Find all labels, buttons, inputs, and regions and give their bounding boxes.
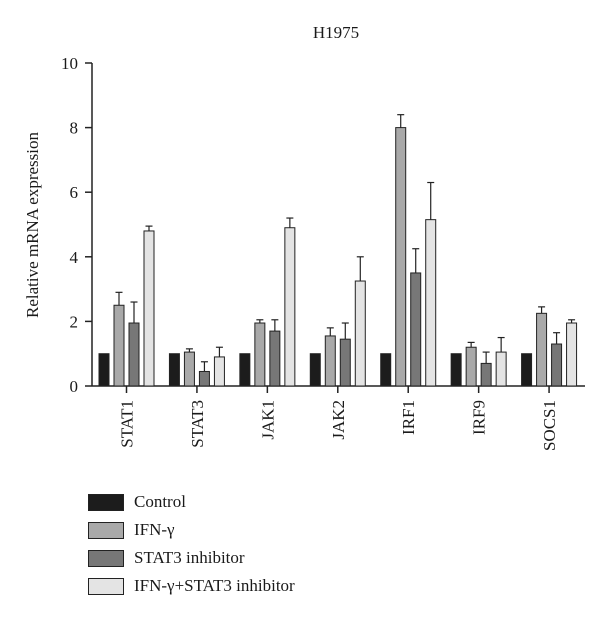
x-tick-label: IRF9 <box>470 400 489 435</box>
bar <box>380 353 392 387</box>
y-tick-label: 10 <box>61 54 78 73</box>
legend-label: IFN-γ <box>134 520 175 539</box>
bar <box>551 343 563 387</box>
legend-item: IFN-γ+STAT3 inhibitor <box>88 572 295 600</box>
bar <box>284 227 296 387</box>
bar <box>168 353 180 387</box>
bar <box>98 353 110 387</box>
bar <box>213 356 225 387</box>
bar <box>309 353 321 387</box>
legend-item: IFN-γ <box>88 516 295 544</box>
bar <box>521 353 533 387</box>
bar <box>395 127 407 387</box>
legend-swatch <box>88 493 124 511</box>
legend-swatch <box>88 521 124 539</box>
x-tick-label: JAK1 <box>258 400 277 440</box>
y-tick-label: 4 <box>70 248 79 267</box>
chart-title: H1975 <box>313 23 359 42</box>
bar <box>239 353 251 387</box>
bar <box>198 370 210 387</box>
legend: Control IFN-γ STAT3 inhibitor IFN-γ+STAT3 i… <box>88 488 295 600</box>
y-tick-label: 8 <box>70 119 79 138</box>
x-tick-labels: STAT1 STAT3 JAK1 JAK2 IRF1 IRF9 SOCS1 <box>118 400 560 451</box>
bar <box>113 304 125 387</box>
x-tick-label: IRF1 <box>399 400 418 435</box>
bar <box>450 353 462 387</box>
y-axis: 0 2 4 6 8 10 <box>61 54 93 396</box>
x-axis <box>92 385 585 393</box>
bar <box>269 330 281 387</box>
bar <box>354 280 366 387</box>
legend-item: STAT3 inhibitor <box>88 544 295 572</box>
bar <box>495 351 507 387</box>
bars-group <box>98 127 578 387</box>
bar <box>536 312 548 387</box>
x-tick-label: JAK2 <box>329 400 348 440</box>
bar <box>566 322 578 387</box>
bar <box>465 346 477 387</box>
bar <box>128 322 140 387</box>
legend-label: Control <box>134 492 186 511</box>
bar <box>183 351 195 387</box>
bar <box>254 322 266 387</box>
bar <box>480 362 492 387</box>
legend-swatch <box>88 549 124 567</box>
bar <box>425 219 437 387</box>
x-tick-label: SOCS1 <box>540 400 559 451</box>
bar <box>339 338 351 387</box>
y-axis-label: Relative mRNA expression <box>23 131 42 318</box>
x-tick-label: STAT1 <box>118 400 137 448</box>
x-tick-label: STAT3 <box>188 400 207 448</box>
y-tick-label: 6 <box>70 183 79 202</box>
legend-item: Control <box>88 488 295 516</box>
error-bars-group <box>115 114 576 372</box>
bar <box>143 230 155 387</box>
legend-label: IFN-γ+STAT3 inhibitor <box>134 576 295 595</box>
bar <box>324 335 336 387</box>
y-tick-label: 2 <box>70 312 79 331</box>
bar <box>410 272 422 387</box>
legend-label: STAT3 inhibitor <box>134 548 245 567</box>
legend-swatch <box>88 577 124 595</box>
y-tick-label: 0 <box>70 377 79 396</box>
